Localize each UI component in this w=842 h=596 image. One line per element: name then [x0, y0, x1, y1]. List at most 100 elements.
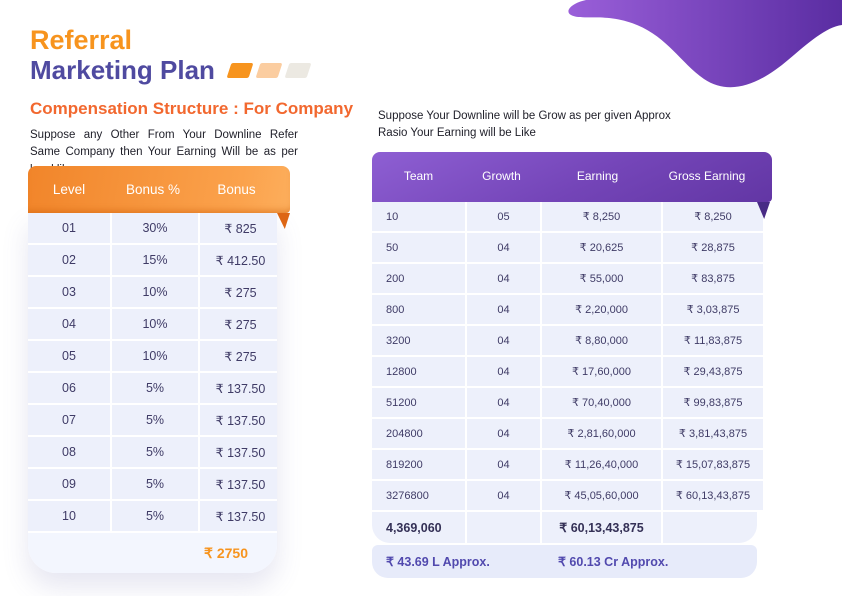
table-cell: 08: [28, 437, 110, 467]
table-cell: 12800: [372, 357, 465, 386]
growth-table-header: Team Growth Earning Gross Earning: [372, 152, 772, 202]
table-row: 204800 04 ₹ 2,81,60,000 ₹ 3,81,43,875: [372, 419, 763, 448]
table-cell: 10%: [112, 277, 198, 307]
table-cell: 05: [467, 202, 540, 231]
table-cell: ₹ 29,43,875: [663, 357, 763, 386]
table-row: 07 5% ₹ 137.50: [28, 405, 277, 435]
table-cell: 02: [28, 245, 110, 275]
table-cell: ₹ 8,250: [542, 202, 661, 231]
table-row: 04 10% ₹ 275: [28, 309, 277, 339]
table-row: 10 05 ₹ 8,250 ₹ 8,250: [372, 202, 763, 231]
table-cell: ₹ 83,875: [663, 264, 763, 293]
table-cell: 5%: [112, 437, 198, 467]
table-cell: 04: [467, 295, 540, 324]
table-cell: 03: [28, 277, 110, 307]
section-heading: Compensation Structure : For Company: [30, 99, 354, 118]
table-cell: 10%: [112, 341, 198, 371]
table-row: 12800 04 ₹ 17,60,000 ₹ 29,43,875: [372, 357, 763, 386]
column-header-level: Level: [52, 182, 86, 197]
table-cell: ₹ 412.50: [200, 245, 277, 275]
column-header-gross-earning: Gross Earning: [668, 169, 746, 184]
table-row: 819200 04 ₹ 11,26,40,000 ₹ 15,07,83,875: [372, 450, 763, 479]
brand-accent-square-3-icon: [284, 63, 312, 79]
table-cell: ₹ 137.50: [200, 437, 277, 467]
compensation-table-body: 01 30% ₹ 825 02 15% ₹ 412.50 03 10% ₹ 27…: [28, 213, 277, 573]
table-cell: 3200: [372, 326, 465, 355]
table-cell: 819200: [372, 450, 465, 479]
table-cell: 10: [372, 202, 465, 231]
approx-team-value: ₹ 43.69 L Approx.: [386, 555, 490, 569]
table-cell: ₹ 275: [200, 341, 277, 371]
table-cell: 04: [467, 419, 540, 448]
table-cell: ₹ 99,83,875: [663, 388, 763, 417]
table-cell: ₹ 825: [200, 213, 277, 243]
brand-accent-square-1-icon: [226, 63, 254, 79]
table-cell: ₹ 15,07,83,875: [663, 450, 763, 479]
table-row: 02 15% ₹ 412.50: [28, 245, 277, 275]
table-cell: ₹ 137.50: [200, 373, 277, 403]
compensation-table: Level Bonus % Bonus 01 30% ₹ 825 02 15% …: [28, 166, 290, 573]
table-cell: 5%: [112, 469, 198, 499]
table-cell: ₹ 3,03,875: [663, 295, 763, 324]
table-cell: 800: [372, 295, 465, 324]
table-cell: 01: [28, 213, 110, 243]
table-cell: 3276800: [372, 481, 465, 510]
table-cell: 5%: [112, 405, 198, 435]
table-row: 10 5% ₹ 137.50: [28, 501, 277, 531]
table-row: 200 04 ₹ 55,000 ₹ 83,875: [372, 264, 763, 293]
table-cell: ₹ 70,40,000: [542, 388, 661, 417]
table-row: 800 04 ₹ 2,20,000 ₹ 3,03,875: [372, 295, 763, 324]
table-cell: ₹ 11,83,875: [663, 326, 763, 355]
column-header-bonus: Bonus: [217, 182, 256, 197]
brand-accent-square-2-icon: [255, 63, 283, 79]
table-row: 06 5% ₹ 137.50: [28, 373, 277, 403]
table-cell: ₹ 137.50: [200, 501, 277, 531]
table-cell: 50: [372, 233, 465, 262]
table-cell: ₹ 3,81,43,875: [663, 419, 763, 448]
compensation-table-header: Level Bonus % Bonus: [28, 166, 290, 213]
approx-footer: ₹ 43.69 L Approx. ₹ 60.13 Cr Approx.: [372, 545, 757, 578]
table-cell: ₹ 8,80,000: [542, 326, 661, 355]
table-cell: 07: [28, 405, 110, 435]
table-cell: ₹ 45,05,60,000: [542, 481, 661, 510]
total-earning-value: ₹ 60,13,43,875: [542, 512, 661, 543]
growth-table: Team Growth Earning Gross Earning 10 05 …: [372, 152, 772, 578]
table-row: 08 5% ₹ 137.50: [28, 437, 277, 467]
table-cell: 30%: [112, 213, 198, 243]
table-row: 09 5% ₹ 137.50: [28, 469, 277, 499]
table-cell: ₹ 137.50: [200, 405, 277, 435]
table-cell: 04: [467, 388, 540, 417]
growth-table-summary: 4,369,060 ₹ 60,13,43,875: [372, 512, 757, 543]
compensation-table-footer: ₹ 2750: [28, 533, 277, 573]
table-row: 01 30% ₹ 825: [28, 213, 277, 243]
header-fold-icon: [277, 213, 290, 229]
table-row: 3276800 04 ₹ 45,05,60,000 ₹ 60,13,43,875: [372, 481, 763, 510]
table-cell: 04: [467, 264, 540, 293]
column-header-bonus-percent: Bonus %: [125, 182, 181, 197]
table-cell: ₹ 137.50: [200, 469, 277, 499]
table-cell: 5%: [112, 373, 198, 403]
total-team-value: 4,369,060: [372, 512, 465, 543]
summary-row: 4,369,060 ₹ 60,13,43,875: [372, 512, 757, 543]
table-cell: 09: [28, 469, 110, 499]
right-description: Suppose Your Downline will be Grow as pe…: [378, 110, 671, 140]
column-header-earning: Earning: [576, 169, 619, 184]
total-bonus-value: ₹ 2750: [204, 544, 248, 561]
table-cell: 15%: [112, 245, 198, 275]
table-cell: ₹ 8,250: [663, 202, 763, 231]
table-cell: ₹ 275: [200, 309, 277, 339]
table-cell: 04: [467, 450, 540, 479]
table-row: 05 10% ₹ 275: [28, 341, 277, 371]
table-cell: ₹ 55,000: [542, 264, 661, 293]
table-cell: 10%: [112, 309, 198, 339]
table-row: 50 04 ₹ 20,625 ₹ 28,875: [372, 233, 763, 262]
table-cell: ₹ 2,81,60,000: [542, 419, 661, 448]
column-header-team: Team: [403, 169, 434, 184]
table-cell: ₹ 11,26,40,000: [542, 450, 661, 479]
table-cell-empty: [467, 512, 540, 543]
table-cell: 04: [467, 326, 540, 355]
table-cell: ₹ 28,875: [663, 233, 763, 262]
table-cell: 51200: [372, 388, 465, 417]
decorative-blob: [568, 0, 842, 88]
